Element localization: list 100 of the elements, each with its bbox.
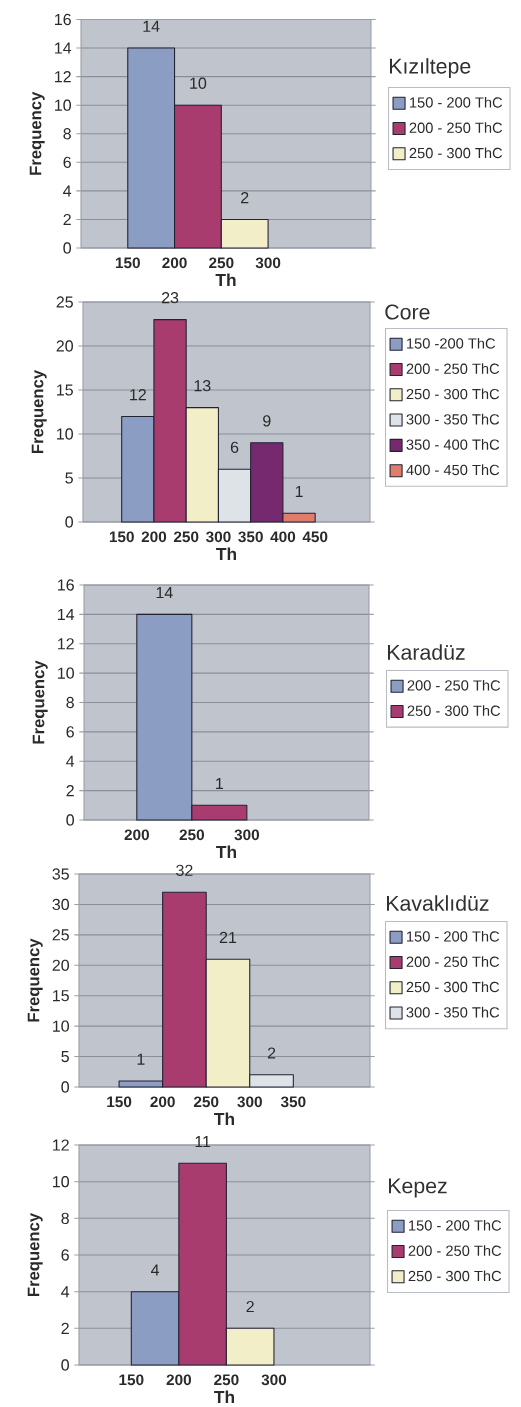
legend-label: 250 - 300 ThC — [406, 388, 500, 400]
x-tick-label: 300 — [261, 1374, 287, 1386]
data-label: 6 — [230, 441, 239, 453]
y-tick-label: 4 — [61, 1286, 70, 1298]
legend-label: 200 - 250 ThC — [406, 956, 500, 967]
x-axis-title: Th — [215, 273, 236, 286]
x-tick-label: 150 — [109, 531, 134, 543]
x-tick-label: 200 — [162, 257, 187, 269]
y-tick-label: 5 — [65, 472, 73, 484]
legend-label: 350 - 400 ThC — [406, 439, 500, 450]
y-tick-label: 10 — [53, 1020, 69, 1032]
data-label: 14 — [156, 587, 173, 599]
legend-title: Kepez — [389, 1178, 447, 1198]
y-tick-label: 10 — [58, 667, 74, 679]
legend-label: 150 -200 ThC — [407, 337, 496, 349]
x-tick-label: 450 — [302, 531, 328, 543]
data-label: 12 — [130, 388, 146, 401]
y-tick-label: 8 — [63, 128, 71, 140]
legend-label: 200 - 250 ThC — [409, 122, 503, 133]
x-tick-label: 250 — [214, 1374, 239, 1386]
x-tick-label: 250 — [209, 257, 234, 269]
y-tick-label: 8 — [66, 696, 74, 709]
y-tick-label: 0 — [61, 1359, 69, 1371]
x-tick-label: 250 — [193, 1096, 219, 1108]
legend-title: Core — [385, 304, 430, 320]
x-axis-title: Th — [216, 547, 237, 560]
y-tick-label: 2 — [63, 213, 71, 226]
y-tick-label: 4 — [63, 185, 72, 197]
data-label: 2 — [246, 1300, 254, 1313]
y-tick-label: 12 — [55, 71, 71, 83]
y-tick-label: 12 — [53, 1139, 69, 1151]
legend-label: 200 - 250 ThC — [406, 363, 500, 374]
y-tick-label: 6 — [63, 156, 71, 168]
y-tick-label: 14 — [58, 608, 75, 620]
legend-label: 200 - 250 ThC — [408, 1245, 502, 1256]
legend-title: Karadüz — [388, 644, 465, 660]
data-label: 21 — [219, 931, 237, 943]
x-tick-label: 150 — [119, 1374, 144, 1386]
y-tick-label: 6 — [66, 726, 74, 738]
data-label: 9 — [263, 415, 271, 427]
x-tick-label: 300 — [234, 829, 260, 841]
y-tick-label: 2 — [66, 785, 74, 797]
data-label: 2 — [241, 192, 249, 204]
y-axis-title: Frequency — [27, 1212, 43, 1297]
x-tick-label: 200 — [166, 1374, 192, 1386]
data-label: 11 — [195, 1136, 211, 1148]
y-tick-label: 0 — [63, 242, 71, 254]
legend-label: 400 - 450 ThC — [406, 464, 500, 476]
y-tick-label: 2 — [61, 1322, 69, 1334]
y-tick-label: 35 — [52, 868, 69, 880]
data-label: 14 — [143, 20, 160, 32]
legend-label: 250 - 300 ThC — [409, 147, 503, 159]
y-tick-label: 8 — [61, 1212, 69, 1224]
y-tick-label: 10 — [57, 428, 73, 440]
data-label: 1 — [216, 778, 224, 790]
x-tick-label: 200 — [141, 531, 167, 543]
data-label: 2 — [267, 1047, 276, 1059]
y-tick-label: 16 — [55, 13, 71, 26]
data-label: 13 — [194, 380, 211, 392]
x-tick-label: 150 — [115, 257, 140, 269]
x-tick-label: 350 — [238, 531, 263, 543]
y-tick-label: 0 — [61, 1081, 69, 1093]
y-tick-label: 0 — [66, 814, 74, 826]
x-tick-label: 400 — [270, 531, 296, 543]
legend-label: 150 - 200 ThC — [407, 930, 500, 942]
y-tick-label: 16 — [58, 579, 74, 591]
y-axis-title: Frequency — [31, 369, 47, 454]
y-tick-label: 12 — [58, 638, 74, 650]
data-label: 32 — [176, 864, 193, 876]
data-label: 10 — [190, 77, 207, 89]
y-tick-label: 6 — [61, 1249, 69, 1261]
legend-label: 250 - 300 ThC — [407, 705, 501, 716]
legend-label: 250 - 300 ThC — [408, 1270, 502, 1282]
x-tick-label: 200 — [150, 1096, 175, 1108]
legend-label: 300 - 350 ThC — [406, 413, 500, 425]
y-tick-label: 25 — [56, 296, 73, 308]
x-tick-label: 300 — [237, 1096, 262, 1108]
legend-label: 250 - 300 ThC — [406, 981, 500, 993]
x-tick-label: 300 — [255, 257, 281, 269]
x-tick-label: 150 — [107, 1096, 132, 1108]
data-label: 1 — [295, 485, 303, 497]
x-axis-title: Th — [216, 845, 237, 858]
legend-label: 300 - 350 ThC — [406, 1006, 500, 1018]
x-axis-title: Th — [214, 1390, 235, 1403]
x-tick-label: 350 — [280, 1096, 306, 1108]
y-axis-title: Frequency — [29, 91, 45, 175]
y-tick-label: 20 — [52, 959, 69, 971]
legend-label: 150 - 200 ThC — [409, 1219, 502, 1231]
legend-label: 200 - 250 ThC — [407, 679, 501, 691]
y-tick-label: 4 — [66, 755, 75, 767]
y-axis-title: Frequency — [27, 938, 43, 1022]
x-tick-label: 300 — [206, 531, 231, 543]
legend-title: Kızıltepe — [390, 58, 471, 78]
y-tick-label: 0 — [65, 516, 73, 528]
data-label: 1 — [137, 1053, 145, 1065]
y-tick-label: 30 — [52, 898, 69, 911]
y-tick-label: 25 — [52, 929, 69, 941]
y-axis-title: Frequency — [32, 660, 48, 744]
y-tick-label: 15 — [53, 990, 69, 1002]
x-tick-label: 250 — [173, 531, 199, 543]
